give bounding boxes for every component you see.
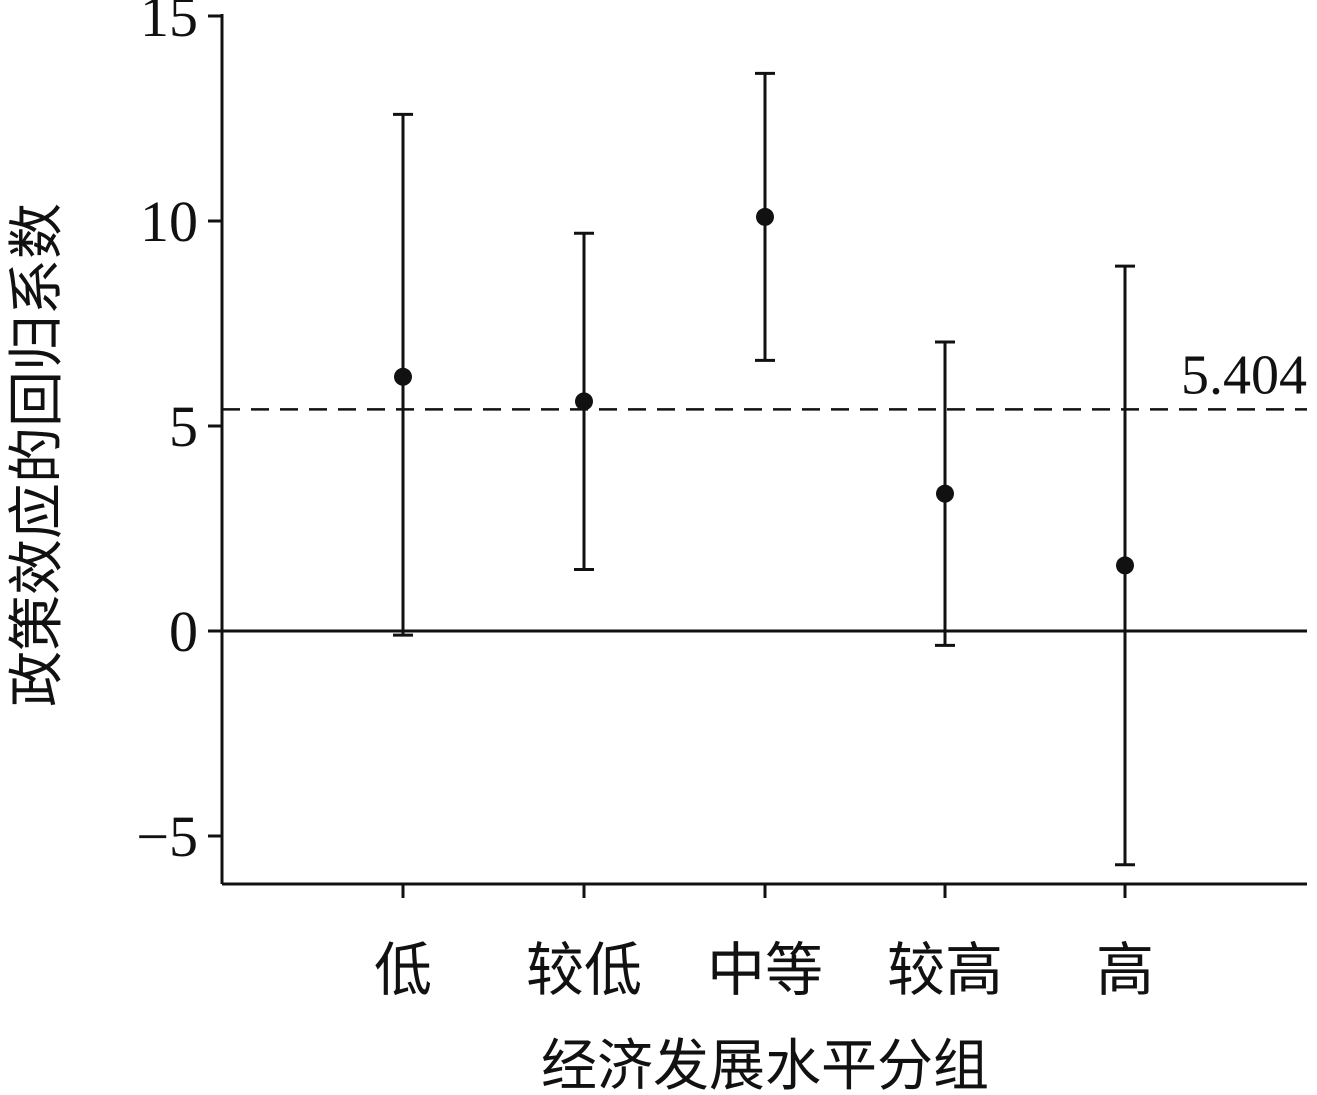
x-ticks: 低 较低 中等 较高 高: [374, 884, 1154, 1004]
x-category-label: 中等: [707, 936, 823, 1004]
estimate-point: [575, 392, 593, 411]
y-tick-label: 10: [140, 189, 198, 254]
y-tick-label: 15: [140, 0, 198, 49]
x-category-label: 较高: [887, 936, 1003, 1004]
x-category-label: 低: [374, 936, 432, 1004]
reference-lines: 5.404: [222, 344, 1307, 633]
estimate-point: [394, 367, 412, 386]
y-tick-label: 0: [169, 599, 198, 664]
reference-line-label: 5.404: [1181, 344, 1307, 406]
x-category-label: 较低: [526, 936, 642, 1004]
estimate-point: [756, 207, 774, 226]
y-tick-label: 5: [169, 394, 198, 459]
x-axis-title: 经济发展水平分组: [541, 1034, 989, 1095]
y-tick-label: −5: [136, 804, 198, 869]
y-axis-title: 政策效应的回归系数: [5, 203, 70, 707]
x-category-label: 高: [1096, 936, 1154, 1004]
points: [394, 207, 1134, 575]
estimate-point: [936, 484, 954, 503]
error-bars: [393, 71, 1135, 867]
y-ticks: 15 10 5 0 −5: [136, 0, 222, 869]
estimate-point: [1116, 556, 1134, 575]
